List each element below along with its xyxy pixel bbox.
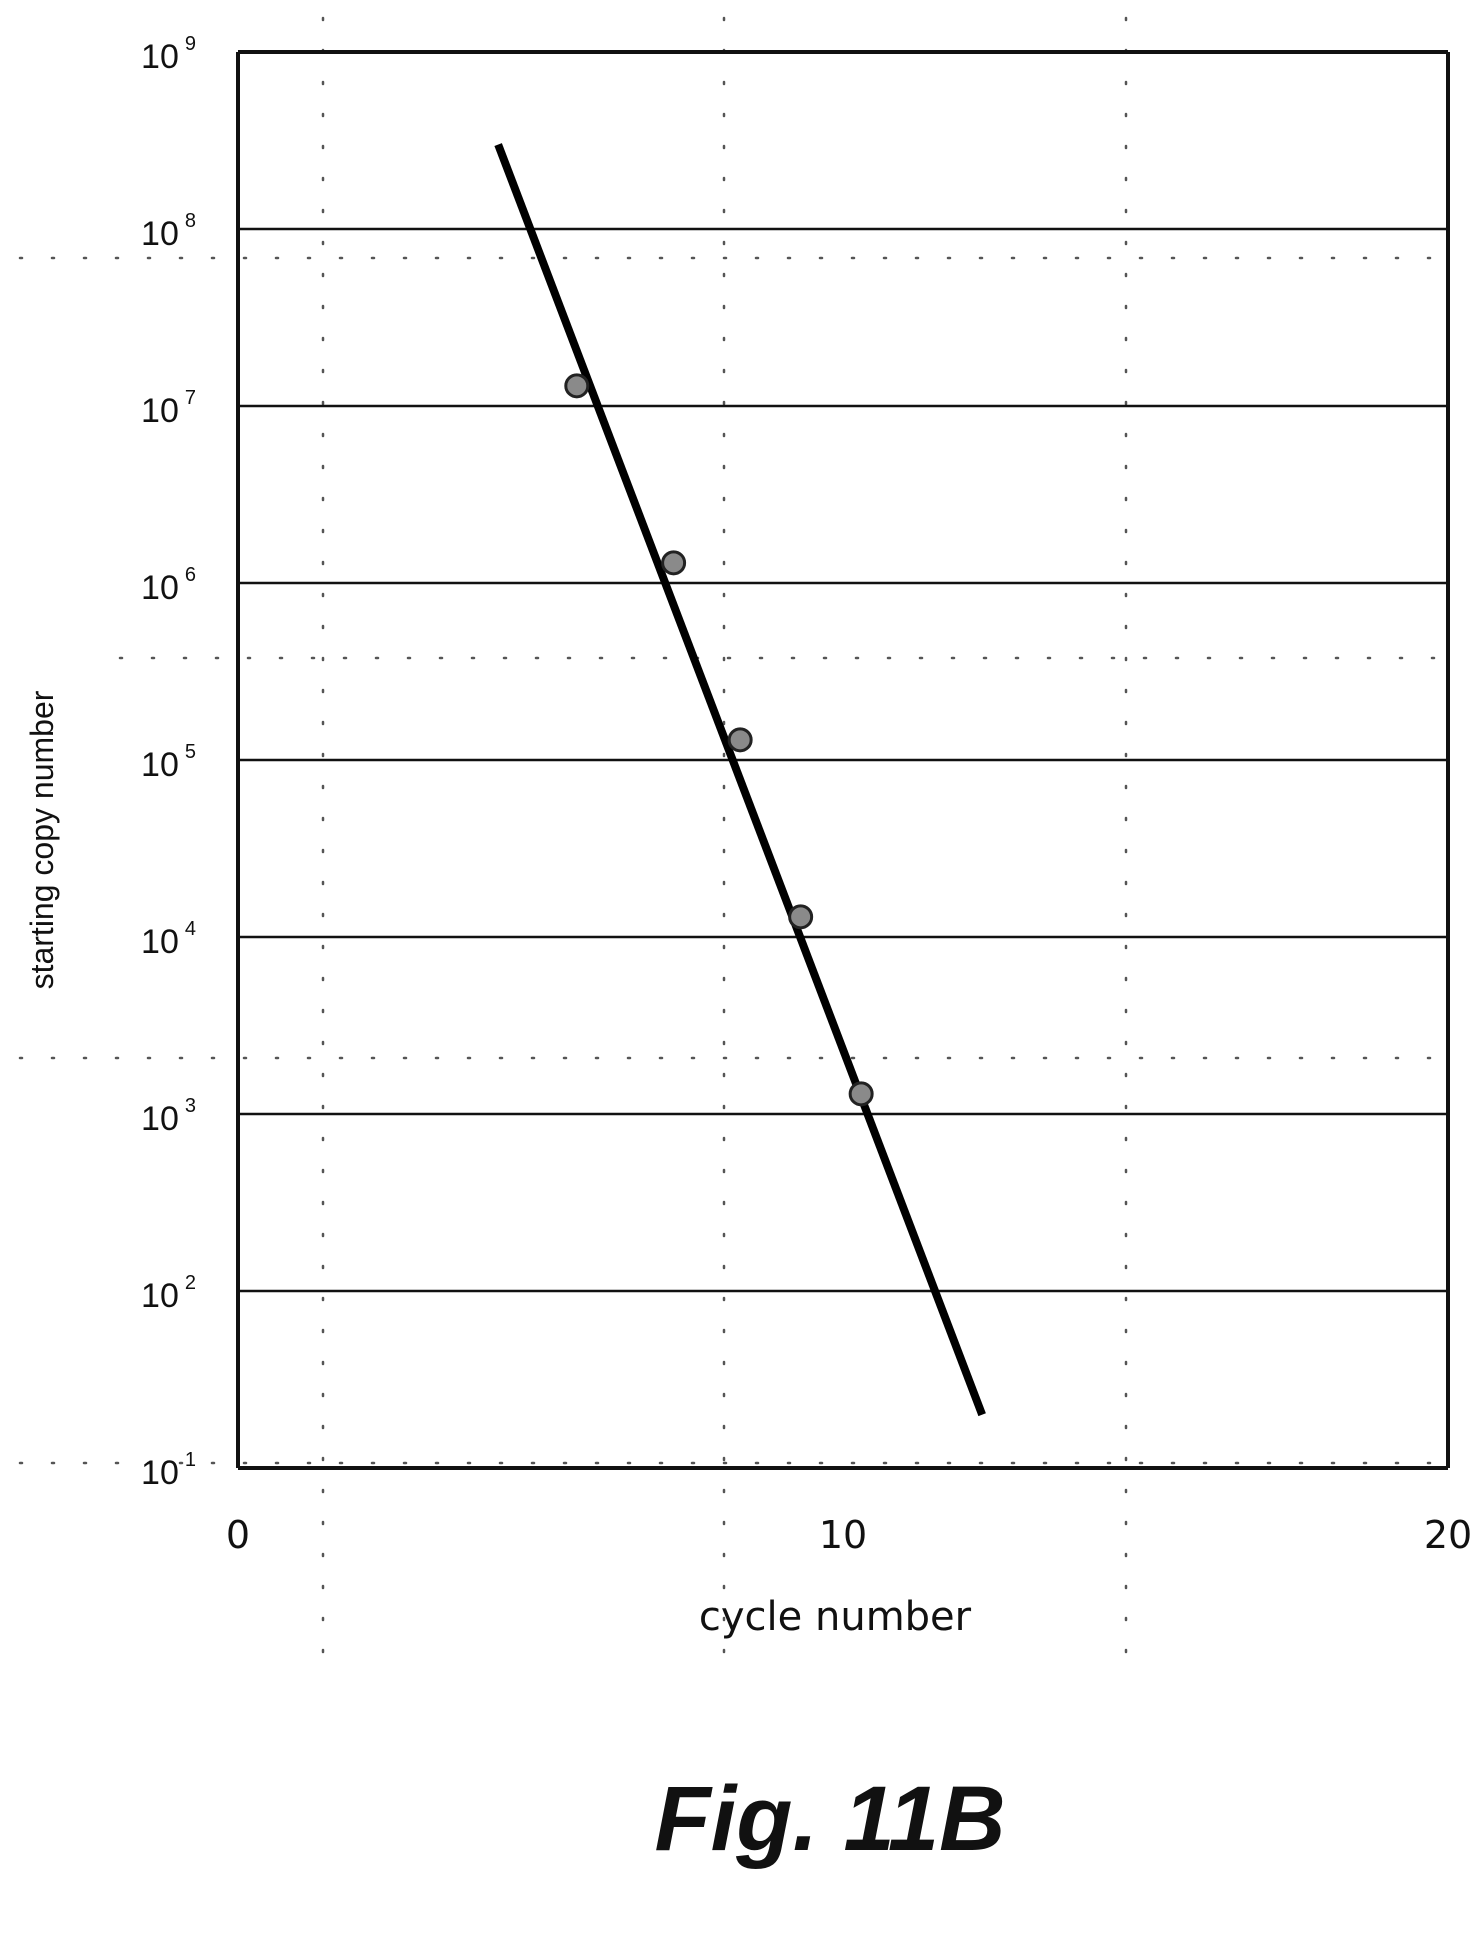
y-tick-exponent: 9 — [185, 33, 196, 55]
fit-line-layer — [494, 143, 986, 1417]
ticks-layer: 10 1 10 2 10 3 10 4 10 5 10 6 10 7 10 8 10 9 0 10 20 — [141, 33, 1470, 1557]
x-axis-label: cycle number — [699, 1594, 972, 1640]
figure-caption: Fig. 11B — [654, 1768, 1005, 1870]
y-tick-label: 10 6 — [141, 564, 196, 607]
y-tick-exponent: 4 — [185, 918, 196, 940]
y-tick-exponent: 5 — [185, 741, 196, 763]
y-tick-label: 10 4 — [141, 918, 196, 961]
data-point — [788, 904, 814, 930]
data-point — [727, 727, 753, 753]
x-tick-label: 10 — [819, 1513, 867, 1557]
grid-layer — [18, 16, 1448, 1667]
y-tick-exponent: 2 — [185, 1272, 196, 1294]
regression-line — [494, 143, 986, 1417]
y-tick-base: 10 — [141, 923, 179, 961]
y-tick-base: 10 — [141, 38, 179, 76]
y-tick-exponent: 1 — [185, 1449, 196, 1471]
data-point — [564, 373, 590, 399]
x-tick-label: 0 — [226, 1513, 250, 1557]
y-tick-base: 10 — [141, 215, 179, 253]
y-tick-label: 10 1 — [141, 1449, 196, 1492]
y-tick-label: 10 2 — [141, 1272, 196, 1315]
y-tick-base: 10 — [141, 746, 179, 784]
data-point — [661, 550, 687, 576]
y-tick-label: 10 9 — [141, 33, 196, 76]
y-tick-label: 10 3 — [141, 1095, 196, 1138]
y-tick-base: 10 — [141, 1277, 179, 1315]
x-tick-label: 20 — [1424, 1513, 1470, 1557]
axes-layer — [236, 50, 1450, 1470]
y-tick-base: 10 — [141, 1100, 179, 1138]
y-tick-exponent: 7 — [185, 387, 196, 409]
y-tick-base: 10 — [141, 392, 179, 430]
points-layer — [564, 373, 874, 1107]
y-tick-exponent: 6 — [185, 564, 196, 586]
data-point — [848, 1081, 874, 1107]
y-tick-label: 10 8 — [141, 210, 196, 253]
y-tick-base: 10 — [141, 569, 179, 607]
y-tick-label: 10 7 — [141, 387, 196, 430]
y-tick-exponent: 8 — [185, 210, 196, 232]
y-tick-label: 10 5 — [141, 741, 196, 784]
y-tick-exponent: 3 — [185, 1095, 196, 1117]
y-axis-label: starting copy number — [24, 690, 60, 989]
y-tick-base: 10 — [141, 1454, 179, 1492]
